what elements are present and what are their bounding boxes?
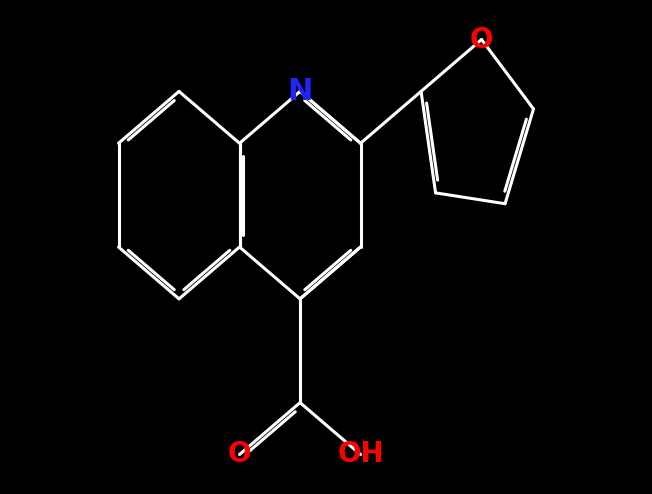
Text: O: O	[228, 441, 251, 468]
Text: N: N	[288, 77, 313, 106]
Text: O: O	[470, 26, 494, 53]
Text: OH: OH	[337, 441, 384, 468]
